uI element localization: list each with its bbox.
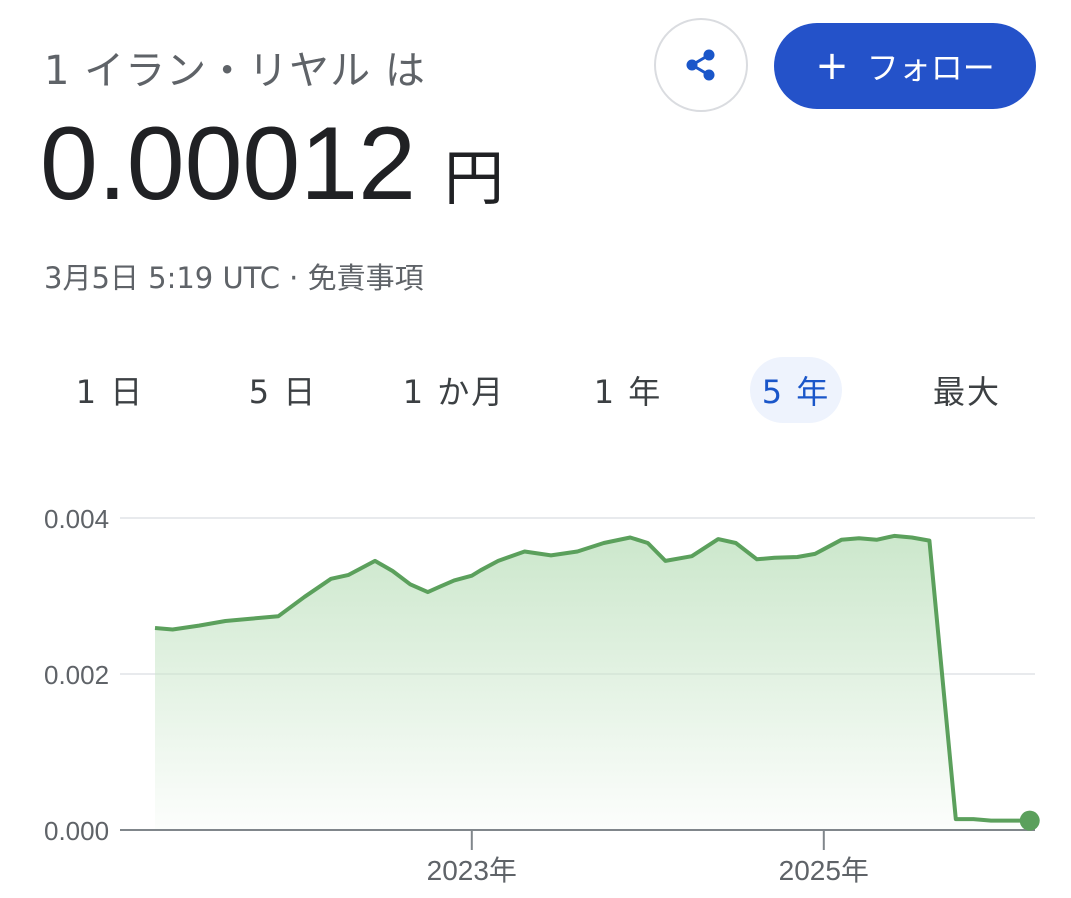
y-axis-labels: 0.000 0.002 0.004 — [44, 504, 109, 846]
tab-1y[interactable]: 1 年 — [593, 373, 663, 411]
x-tick-label: 2023年 — [427, 855, 517, 886]
tab-1m[interactable]: 1 か月 — [402, 373, 506, 411]
currency-pair-title: 1 イラン・リヤル は — [44, 48, 426, 94]
series-line — [154, 533, 1030, 823]
y-tick-label: 0.002 — [44, 660, 109, 690]
follow-label: フォロー — [866, 49, 995, 87]
share-button[interactable] — [654, 18, 748, 112]
timestamp-disclaimer: 3月5日 5:19 UTC · 免責事項 — [44, 261, 424, 295]
exchange-rate: 0.00012 円 — [40, 105, 504, 224]
share-icon — [686, 49, 715, 81]
area-fill — [155, 535, 1030, 830]
rate-value: 0.00012 — [40, 106, 416, 222]
range-tabs: 1 日 5 日 1 か月 1 年 5 年 最大 — [40, 357, 1040, 423]
tab-5y[interactable]: 5 年 — [750, 357, 842, 423]
x-axis-ticks: 2023年 2025年 — [427, 830, 869, 886]
tab-1d[interactable]: 1 日 — [75, 373, 145, 411]
y-tick-label: 0.000 — [44, 816, 109, 846]
rate-chart: 0.000 0.002 0.004 2023年 2025年 — [44, 504, 1040, 886]
last-point-marker — [1019, 810, 1040, 831]
tab-5d[interactable]: 5 日 — [248, 373, 318, 411]
plus-icon: + — [815, 43, 849, 89]
follow-button[interactable]: + フォロー — [774, 23, 1036, 109]
y-tick-label: 0.004 — [44, 504, 109, 534]
x-tick-label: 2025年 — [779, 855, 869, 886]
rate-unit: 円 — [443, 144, 504, 214]
tab-max[interactable]: 最大 — [932, 373, 1001, 411]
